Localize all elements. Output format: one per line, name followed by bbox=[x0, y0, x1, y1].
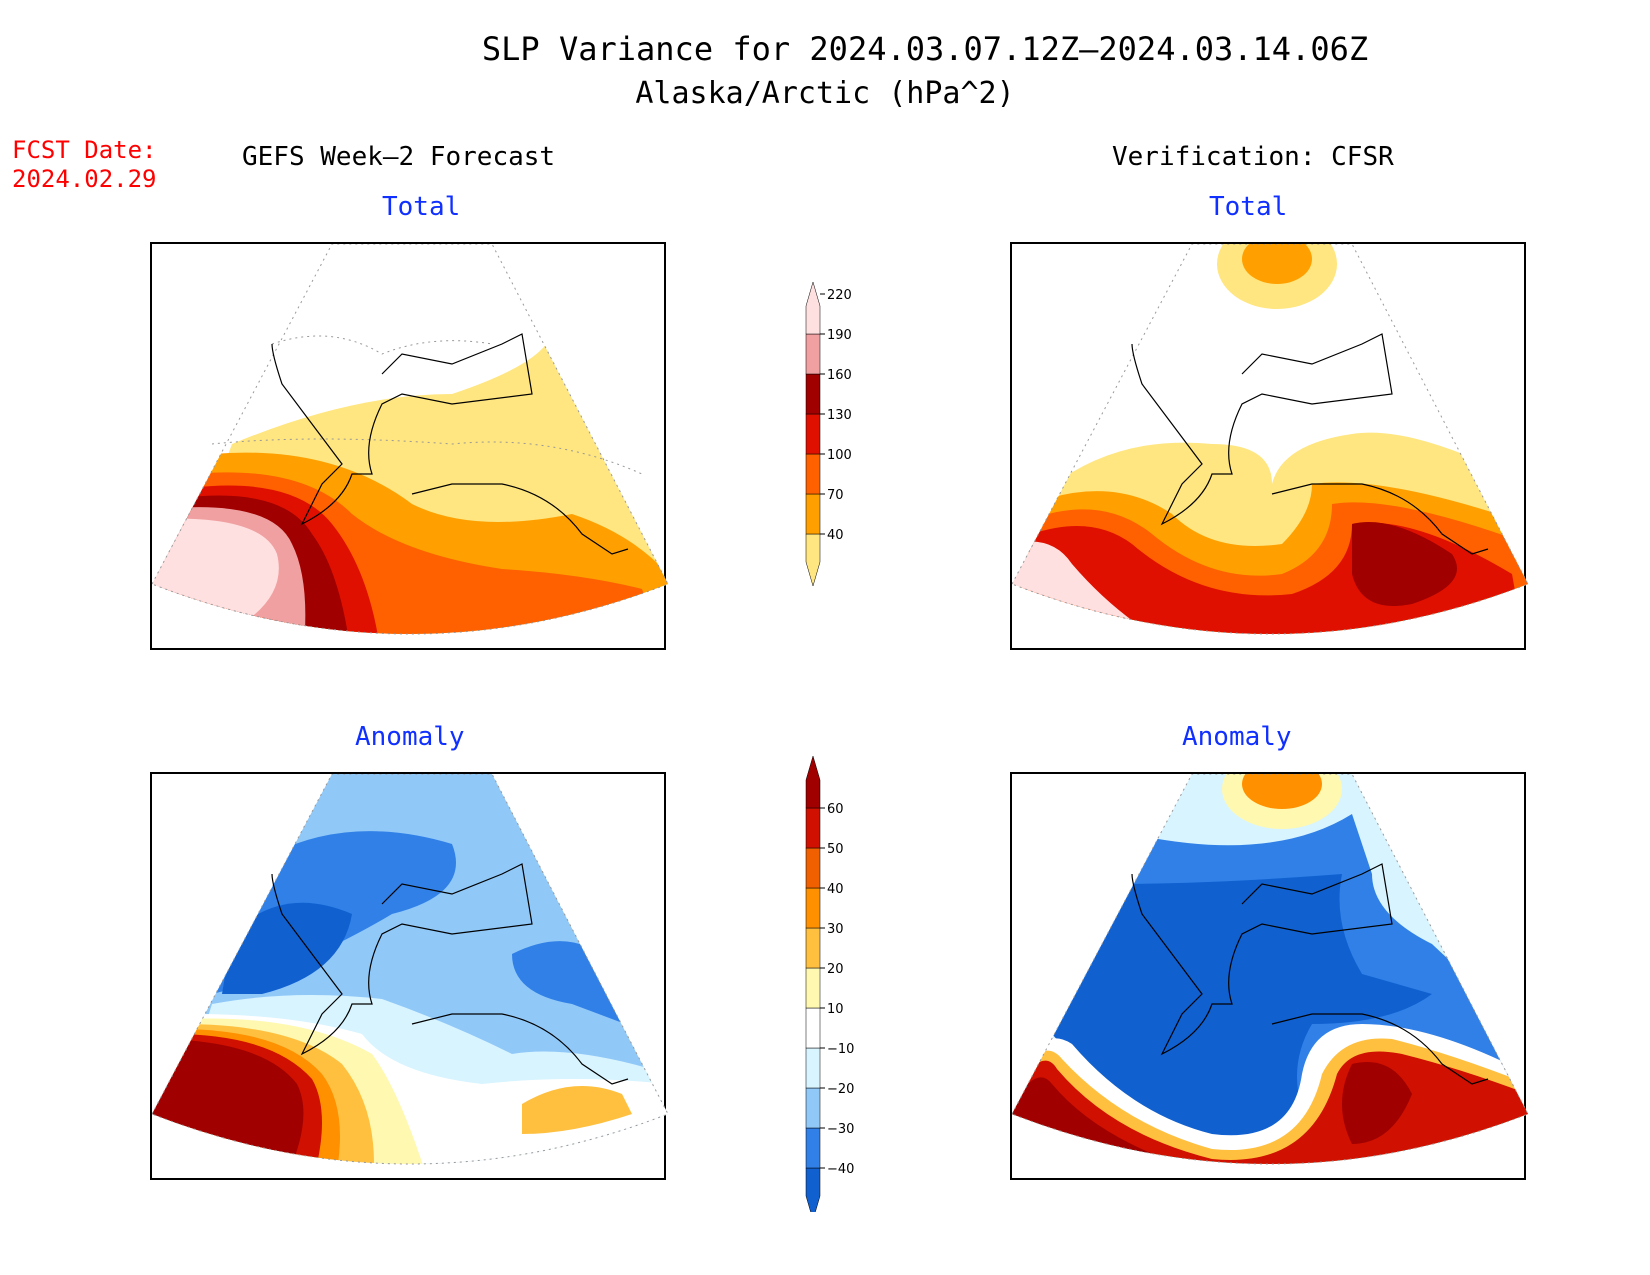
anomaly-swatch-7 bbox=[805, 887, 821, 929]
canada-coastline bbox=[1271, 1013, 1489, 1085]
anomaly-tick-label-6: 30 bbox=[827, 922, 844, 937]
domain-outline bbox=[1012, 774, 1528, 1165]
anomaly-tick-label-9: 60 bbox=[827, 802, 844, 817]
anomaly-swatch-5 bbox=[805, 967, 821, 1009]
domain-outline bbox=[152, 244, 668, 635]
total-tick-label-5: 190 bbox=[827, 328, 852, 343]
fcst-date-block: FCST Date: 2024.02.29 bbox=[12, 136, 157, 194]
alaska-coastline bbox=[1131, 863, 1393, 1056]
anomaly-swatch-1 bbox=[805, 1127, 821, 1169]
anomaly-tick-label-8: 50 bbox=[827, 842, 844, 857]
fill-below-minus40 bbox=[1052, 874, 1432, 1142]
alaska-coastline bbox=[271, 863, 533, 1056]
anomaly-tick-label-2: −20 bbox=[827, 1082, 854, 1097]
fill-arctic-70 bbox=[1242, 244, 1312, 284]
map-forecast-anomaly bbox=[150, 772, 668, 1180]
gridlines bbox=[211, 335, 643, 475]
total-tick-label-2: 100 bbox=[827, 448, 852, 463]
panel-title-forecast-total: Total bbox=[382, 192, 461, 222]
anomaly-tick-label-0: −40 bbox=[827, 1162, 854, 1177]
main-subtitle: Alaska/Arctic (hPa^2) bbox=[635, 76, 1015, 111]
canada-coastline bbox=[1271, 483, 1489, 555]
panel-title-verification-anomaly: Anomaly bbox=[1182, 722, 1292, 752]
colorbar-total: 40 70 100 130 160 190 220 bbox=[805, 281, 852, 587]
map-forecast-total bbox=[150, 242, 668, 650]
anomaly-tick-label-5: 20 bbox=[827, 962, 844, 977]
total-tick-label-1: 70 bbox=[827, 488, 844, 503]
domain-outline bbox=[152, 774, 668, 1165]
anomaly-swatch-4 bbox=[805, 1007, 821, 1049]
total-swatch-4 bbox=[805, 373, 821, 415]
anomaly-swatch-10 bbox=[805, 755, 821, 809]
map-verification-anomaly bbox=[1010, 772, 1528, 1180]
fill-above-60-west bbox=[1012, 1077, 1212, 1164]
total-tick-label-3: 130 bbox=[827, 408, 852, 423]
anomaly-tick-label-4: 10 bbox=[827, 1002, 844, 1017]
anomaly-swatch-8 bbox=[805, 847, 821, 889]
total-swatch-6 bbox=[805, 281, 821, 335]
total-swatch-3 bbox=[805, 413, 821, 455]
total-tick-label-6: 220 bbox=[827, 288, 852, 303]
fill-above-60-east bbox=[1342, 1062, 1412, 1144]
anomaly-tick-label-3: −10 bbox=[827, 1042, 854, 1057]
fcst-date: 2024.02.29 bbox=[12, 165, 157, 193]
anomaly-swatch-3 bbox=[805, 1047, 821, 1089]
total-swatch-0 bbox=[805, 533, 821, 587]
canada-coastline bbox=[411, 483, 629, 555]
anomaly-tick-label-7: 40 bbox=[827, 882, 844, 897]
colorbar-anomaly: −40 −30 −20 −10 10 20 30 40 50 60 bbox=[805, 755, 854, 1212]
total-tick-label-0: 40 bbox=[827, 528, 844, 543]
fcst-label: FCST Date: bbox=[12, 136, 157, 164]
anomaly-swatch-6 bbox=[805, 927, 821, 969]
domain-outline bbox=[1012, 244, 1528, 635]
fill-above-220 bbox=[152, 518, 279, 624]
map-verification-total bbox=[1010, 242, 1528, 650]
anomaly-swatch-0 bbox=[805, 1167, 821, 1212]
right-column-title: Verification: CFSR bbox=[1112, 142, 1394, 172]
alaska-coastline bbox=[1131, 333, 1393, 526]
left-column-title: GEFS Week–2 Forecast bbox=[242, 142, 556, 172]
anomaly-swatch-9 bbox=[805, 807, 821, 849]
total-swatch-1 bbox=[805, 493, 821, 535]
anomaly-tick-label-1: −30 bbox=[827, 1122, 854, 1137]
fill-below-minus40 bbox=[222, 902, 352, 994]
panel-title-forecast-anomaly: Anomaly bbox=[355, 722, 465, 752]
total-tick-label-4: 160 bbox=[827, 368, 852, 383]
panel-title-verification-total: Total bbox=[1209, 192, 1288, 222]
fill-160-190 bbox=[1352, 522, 1457, 606]
main-title: SLP Variance for 2024.03.07.12Z–2024.03.… bbox=[481, 30, 1369, 68]
fill-20-30-east bbox=[522, 1086, 632, 1134]
anomaly-swatch-2 bbox=[805, 1087, 821, 1129]
total-swatch-2 bbox=[805, 453, 821, 495]
canada-coastline bbox=[411, 1013, 629, 1085]
total-swatch-5 bbox=[805, 333, 821, 375]
alaska-coastline bbox=[271, 333, 533, 526]
fill-arctic-40 bbox=[1242, 774, 1322, 809]
